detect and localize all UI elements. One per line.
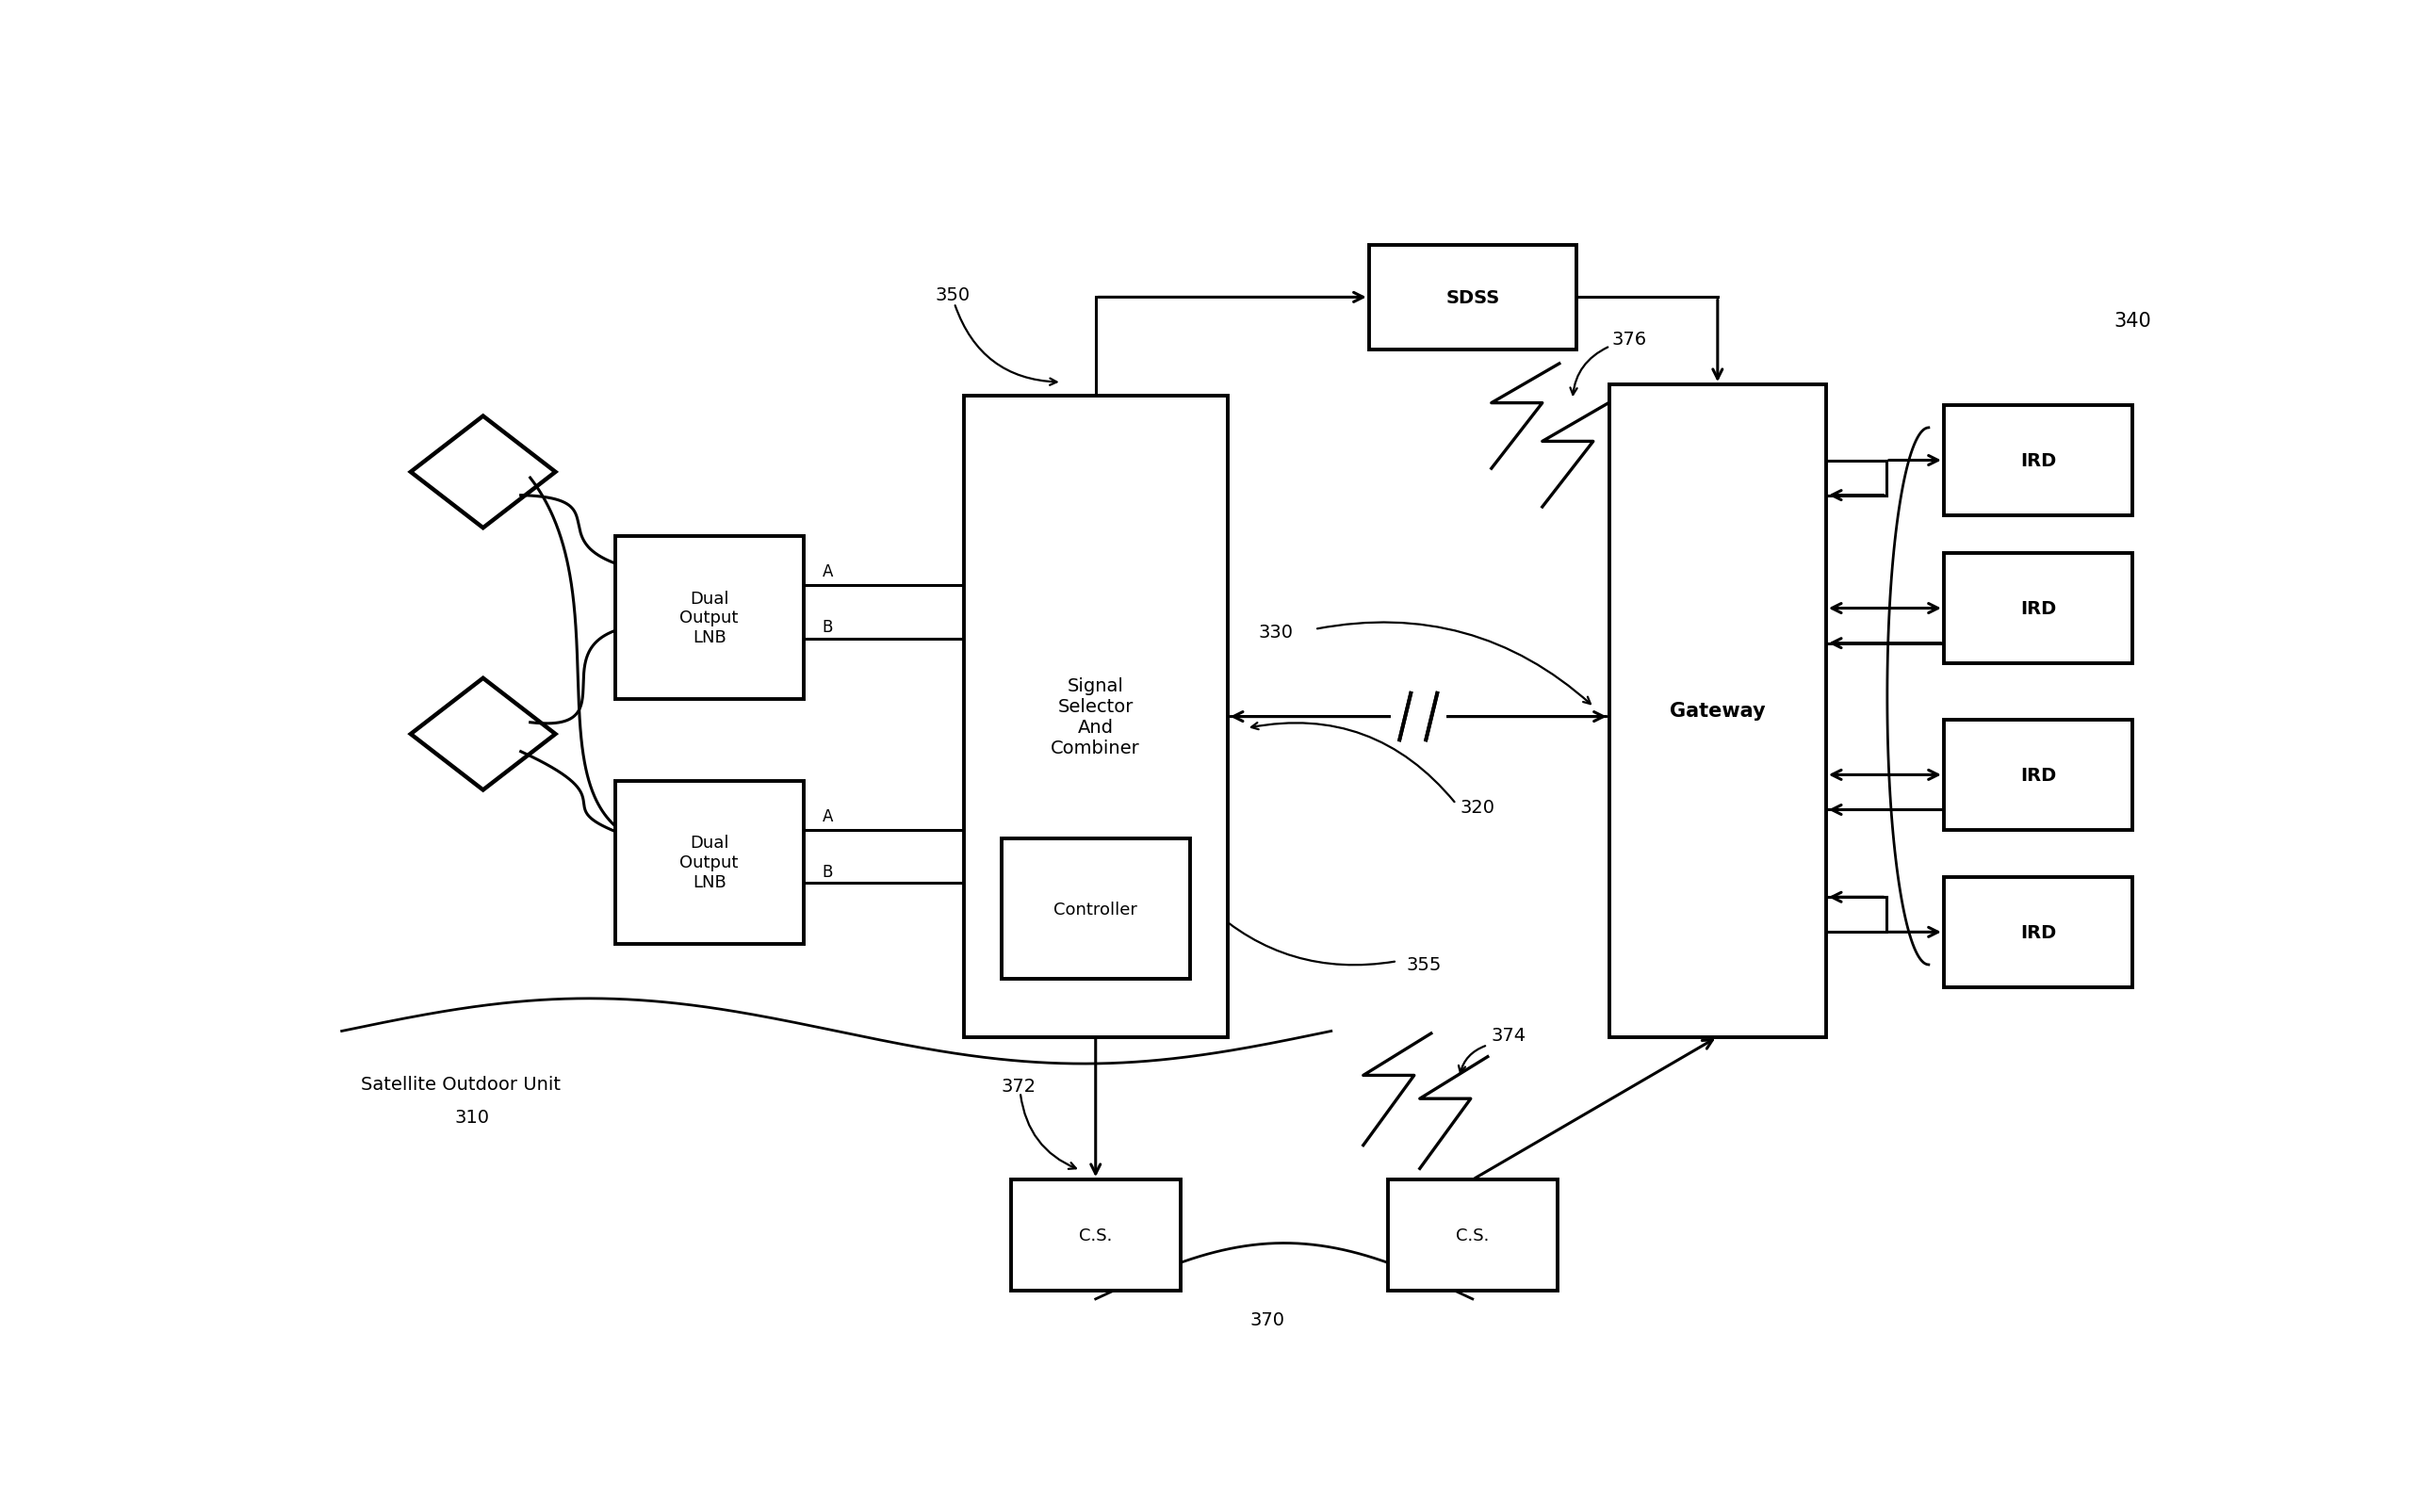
Text: Dual
Output
LNB: Dual Output LNB	[681, 835, 739, 891]
Text: SDSS: SDSS	[1445, 289, 1501, 307]
Text: C.S.: C.S.	[1080, 1226, 1111, 1243]
Text: 310: 310	[455, 1108, 489, 1126]
Text: Gateway: Gateway	[1671, 702, 1766, 721]
Text: Satellite Outdoor Unit: Satellite Outdoor Unit	[360, 1075, 559, 1093]
FancyBboxPatch shape	[1943, 405, 2133, 516]
Text: IRD: IRD	[2021, 452, 2055, 470]
Text: IRD: IRD	[2021, 924, 2055, 942]
Text: 330: 330	[1257, 624, 1294, 641]
Text: A: A	[822, 807, 834, 824]
FancyBboxPatch shape	[615, 782, 803, 943]
Text: 340: 340	[2113, 311, 2150, 331]
Text: Controller: Controller	[1053, 901, 1138, 918]
FancyBboxPatch shape	[1012, 1179, 1180, 1290]
FancyBboxPatch shape	[963, 396, 1228, 1037]
Text: 374: 374	[1491, 1027, 1527, 1045]
FancyBboxPatch shape	[1943, 877, 2133, 987]
Text: C.S.: C.S.	[1457, 1226, 1488, 1243]
FancyBboxPatch shape	[1943, 720, 2133, 830]
Text: IRD: IRD	[2021, 600, 2055, 618]
Text: IRD: IRD	[2021, 767, 2055, 785]
Text: 370: 370	[1250, 1311, 1284, 1329]
FancyBboxPatch shape	[1002, 839, 1189, 978]
FancyBboxPatch shape	[1943, 553, 2133, 664]
Text: 320: 320	[1459, 798, 1496, 816]
FancyBboxPatch shape	[1389, 1179, 1556, 1290]
Text: 376: 376	[1612, 330, 1646, 348]
Text: Signal
Selector
And
Combiner: Signal Selector And Combiner	[1051, 677, 1141, 758]
Text: 355: 355	[1406, 956, 1442, 974]
FancyBboxPatch shape	[1610, 386, 1826, 1037]
FancyBboxPatch shape	[615, 537, 803, 700]
Text: B: B	[822, 863, 834, 880]
Text: 372: 372	[1002, 1077, 1036, 1095]
Text: 350: 350	[936, 286, 970, 304]
Text: Dual
Output
LNB: Dual Output LNB	[681, 590, 739, 646]
Text: B: B	[822, 618, 834, 635]
FancyBboxPatch shape	[1369, 245, 1576, 351]
Text: A: A	[822, 562, 834, 581]
